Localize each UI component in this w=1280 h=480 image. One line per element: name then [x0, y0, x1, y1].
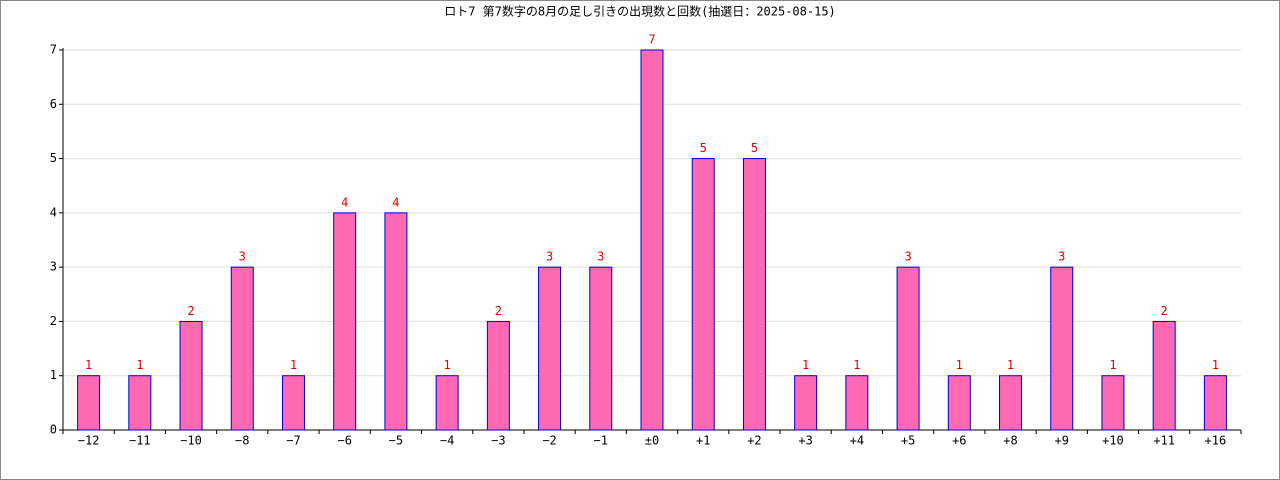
data-label: 1	[1212, 358, 1219, 372]
data-label: 1	[1007, 358, 1014, 372]
data-label: 5	[700, 141, 707, 155]
bar	[691, 158, 715, 431]
x-tick-label: −6	[337, 434, 351, 448]
data-label: 3	[546, 250, 553, 264]
y-tick-label: 6	[50, 97, 57, 111]
data-label: 1	[290, 358, 297, 372]
data-label: 5	[751, 141, 758, 155]
chart-title: ロト7 第7数字の8月の足し引きの出現数と回数(抽選日：2025-08-15)	[444, 4, 836, 19]
data-label: 2	[1161, 304, 1168, 318]
x-tick-label: −3	[491, 434, 505, 448]
y-tick-label: 3	[50, 260, 57, 274]
x-tick-label: +2	[747, 434, 761, 448]
bar	[486, 320, 510, 431]
data-label: 1	[956, 358, 963, 372]
bar	[128, 375, 152, 431]
x-tick-label: +4	[850, 434, 864, 448]
x-tick-label: −4	[440, 434, 454, 448]
x-tick-label: +5	[901, 434, 915, 448]
x-tick-label: −2	[542, 434, 556, 448]
bar	[999, 375, 1023, 431]
bar	[1203, 375, 1227, 431]
data-label: 1	[444, 358, 451, 372]
y-tick-label: 4	[50, 205, 57, 219]
x-tick-label: −10	[180, 434, 202, 448]
x-tick-label: −8	[235, 434, 249, 448]
y-tick-label: 1	[50, 368, 57, 382]
y-tick-label: 2	[50, 314, 57, 328]
data-label: 1	[136, 358, 143, 372]
data-label: 4	[341, 195, 348, 209]
bar	[1101, 375, 1125, 431]
x-tick-label: +6	[952, 434, 966, 448]
data-label: 3	[597, 250, 604, 264]
bar	[230, 266, 254, 431]
data-label: 1	[802, 358, 809, 372]
x-tick-label: −1	[594, 434, 608, 448]
data-label: 1	[1109, 358, 1116, 372]
data-label: 7	[648, 33, 655, 47]
bar	[384, 212, 408, 431]
x-tick-label: −7	[286, 434, 300, 448]
y-tick-label: 7	[50, 43, 57, 57]
bar	[589, 266, 613, 431]
bar	[333, 212, 357, 431]
x-tick-label: −12	[78, 434, 100, 448]
bar	[179, 320, 203, 431]
bar	[845, 375, 869, 431]
data-label: 2	[187, 304, 194, 318]
bar	[896, 266, 920, 431]
x-tick-label: −5	[389, 434, 403, 448]
data-label: 1	[85, 358, 92, 372]
bar	[281, 375, 305, 431]
y-tick-label: 5	[50, 151, 57, 165]
x-tick-label: +3	[798, 434, 812, 448]
data-label: 3	[904, 250, 911, 264]
bar	[538, 266, 562, 431]
bar	[640, 49, 664, 431]
y-tick-label: 0	[50, 423, 57, 437]
data-label: 1	[853, 358, 860, 372]
bar	[794, 375, 818, 431]
bar	[1152, 320, 1176, 431]
x-tick-label: +8	[1003, 434, 1017, 448]
x-tick-label: +16	[1205, 434, 1227, 448]
x-tick-label: +9	[1055, 434, 1069, 448]
bar	[435, 375, 459, 431]
x-tick-label: −11	[129, 434, 151, 448]
x-tick-label: ±0	[645, 434, 659, 448]
x-tick-label: +11	[1153, 434, 1175, 448]
bar	[947, 375, 971, 431]
data-label: 4	[392, 195, 399, 209]
bar	[742, 158, 766, 431]
bar	[1050, 266, 1074, 431]
data-label: 3	[239, 250, 246, 264]
x-tick-label: +10	[1102, 434, 1124, 448]
bar	[77, 375, 101, 431]
data-label: 3	[1058, 250, 1065, 264]
x-tick-label: +1	[696, 434, 710, 448]
data-label: 2	[495, 304, 502, 318]
